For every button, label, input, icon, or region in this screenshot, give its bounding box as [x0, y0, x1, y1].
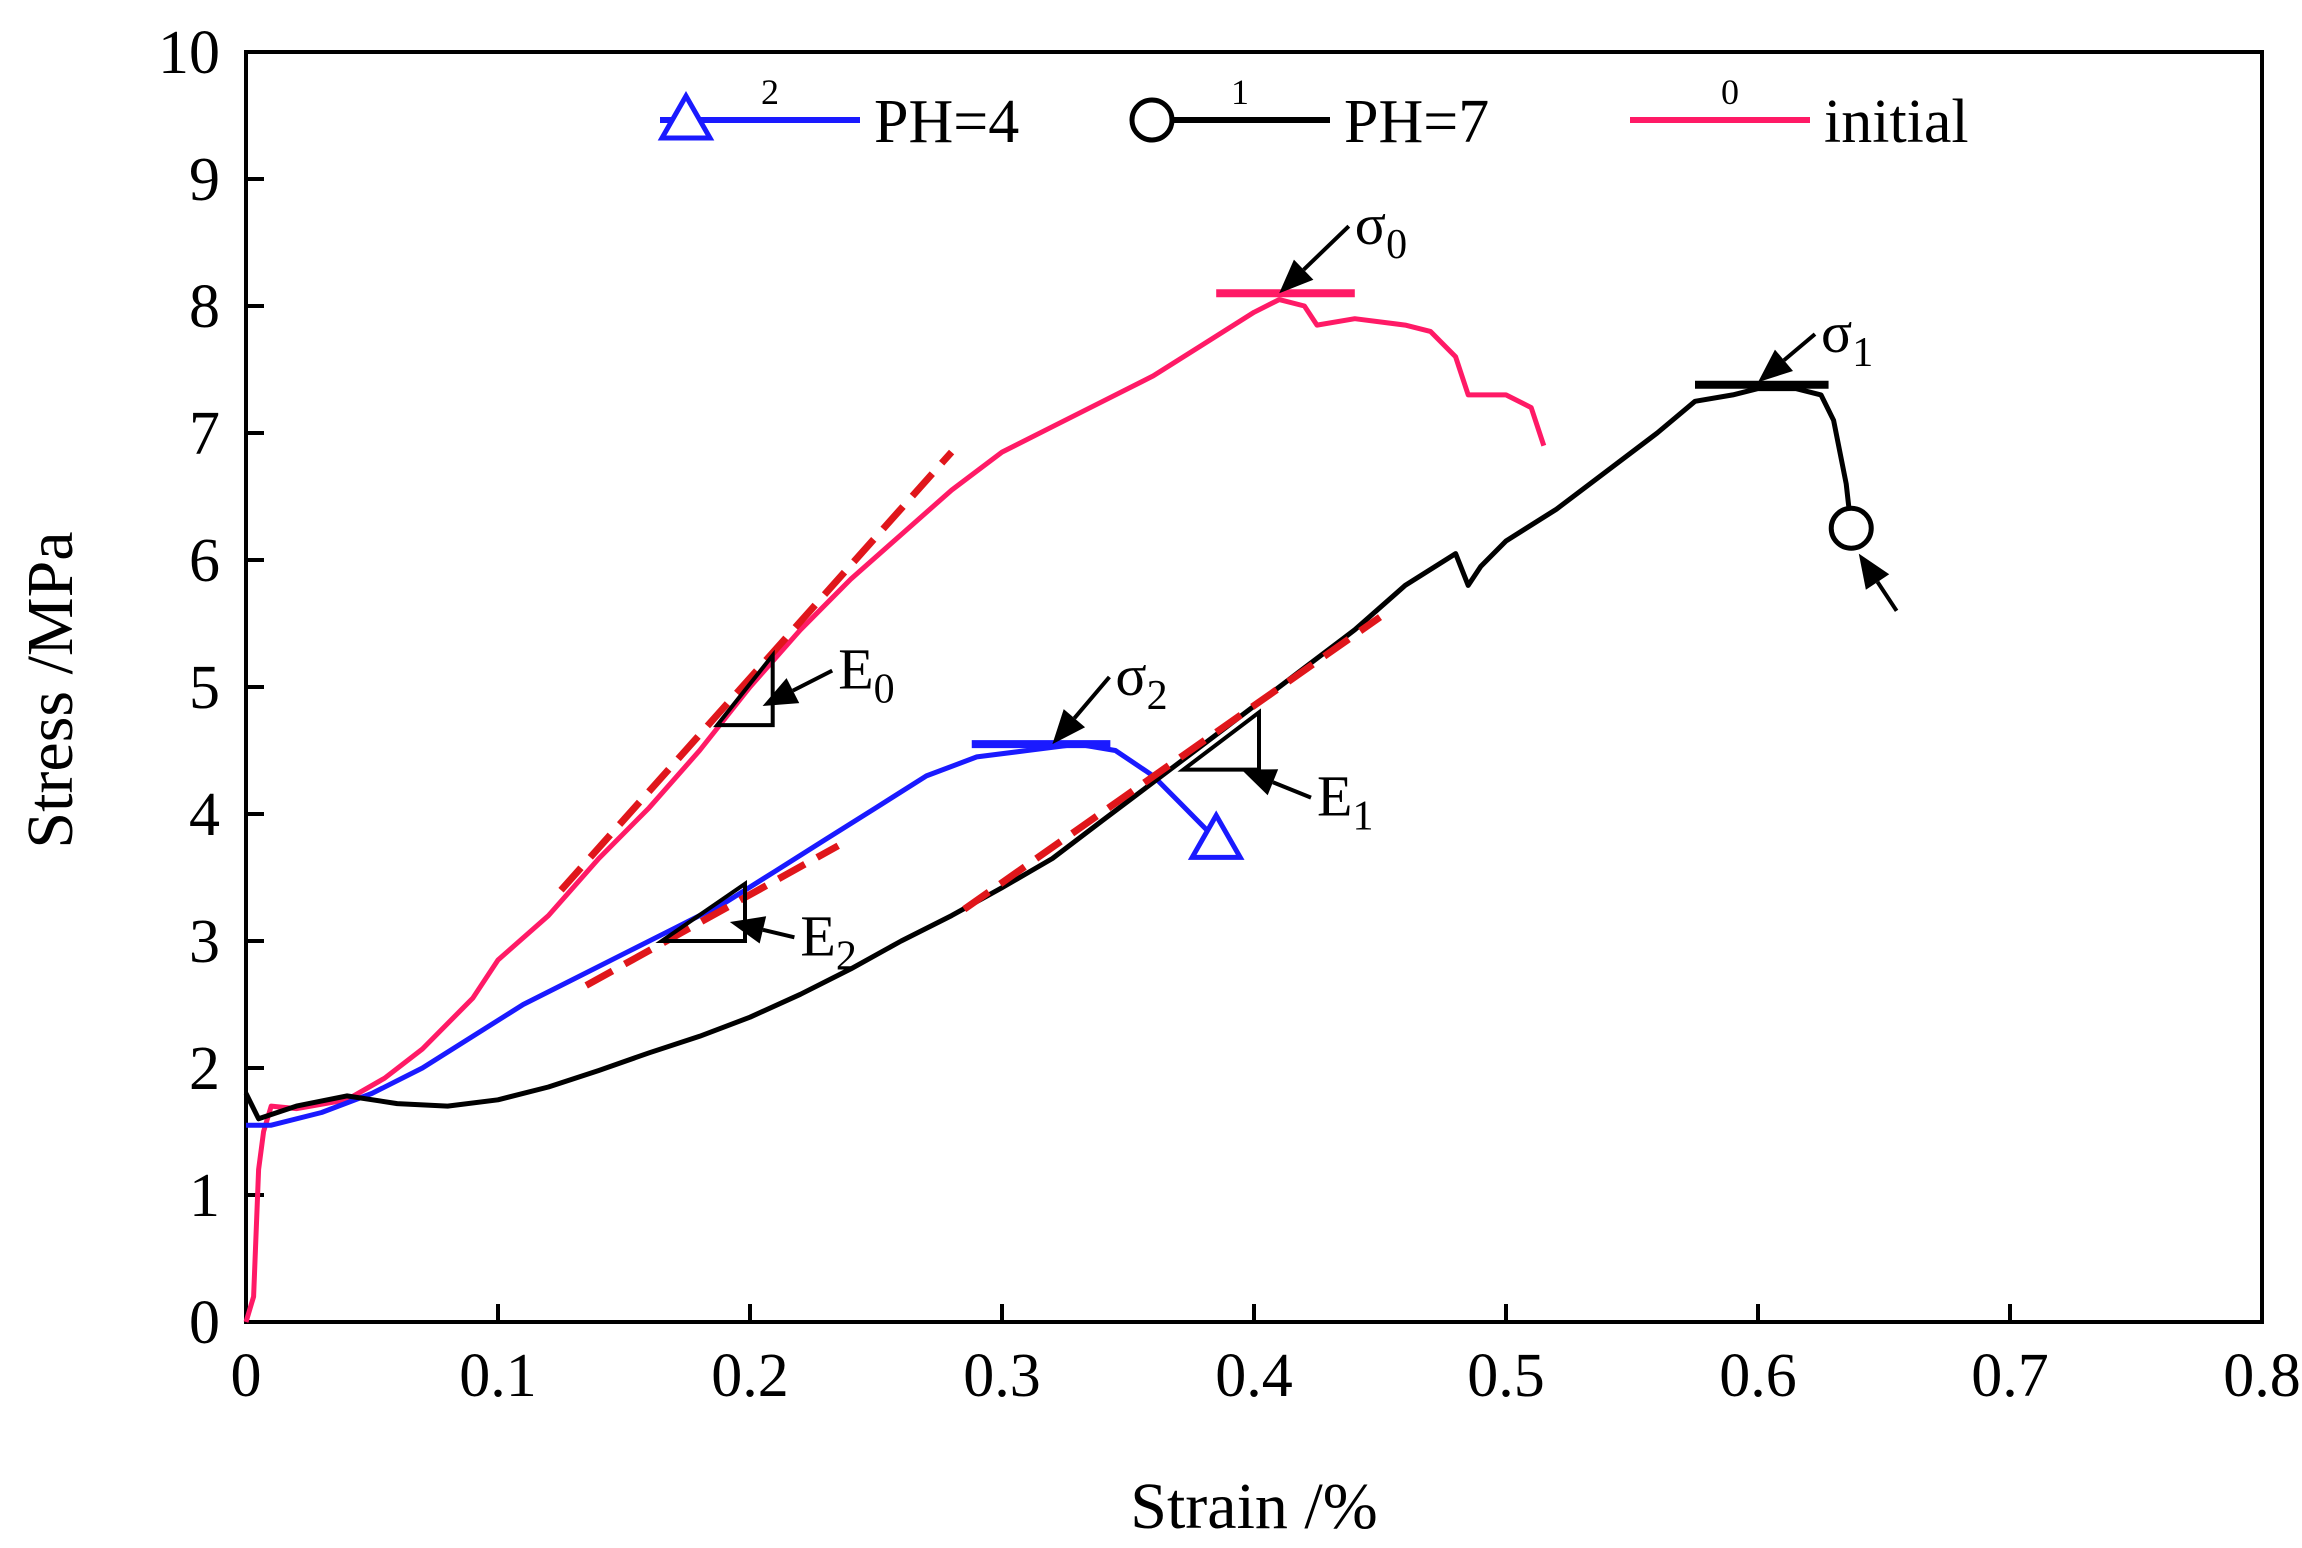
annotation-arrow — [1279, 224, 1351, 294]
series-line-ph-4 — [246, 741, 1218, 1128]
annotation-label: E2 — [800, 903, 856, 979]
fit-lines-layer — [558, 449, 1383, 989]
arrow-head — [1241, 769, 1279, 796]
legend-label: PH=7 — [1344, 88, 1489, 156]
arrow-head — [1279, 259, 1314, 294]
y-tick-label: 9 — [189, 146, 220, 214]
annotation-arrow — [1241, 769, 1312, 800]
x-axis-title: Strain /% — [1130, 1470, 1377, 1543]
fit-line — [558, 449, 955, 893]
y-tick-label: 6 — [189, 527, 220, 595]
legend-item-ph-4: 2 PH=4 — [657, 72, 1019, 156]
x-tick-label: 0.5 — [1467, 1342, 1545, 1410]
legend-circle-marker — [1129, 97, 1175, 143]
y-tick-label: 4 — [189, 781, 220, 849]
endpoint-arrow — [1858, 553, 1899, 612]
fit-line — [584, 842, 840, 989]
y-tick-label: 1 — [189, 1162, 220, 1230]
annotation-arrow — [729, 916, 795, 944]
arrow-shaft — [1782, 332, 1817, 362]
x-tick-label: 0.7 — [1971, 1342, 2049, 1410]
annotations-layer: σ0 σ1 σ2 E0 E1 E2 — [729, 192, 1899, 979]
y-tick-label: 8 — [189, 273, 220, 341]
fit-line — [962, 614, 1383, 913]
annotation-label: σ1 — [1821, 300, 1873, 376]
x-tick-label: 0.8 — [2223, 1342, 2301, 1410]
arrow-head — [1758, 349, 1794, 383]
legend-number: 1 — [1231, 72, 1249, 112]
arrow-head — [1052, 709, 1086, 745]
slope-triangles-layer — [655, 649, 1261, 943]
slope-triangle — [655, 879, 747, 943]
triangle-end-marker — [1187, 810, 1245, 860]
legend-number: 0 — [1721, 72, 1739, 112]
slope-triangle — [1177, 708, 1261, 772]
arrow-head — [762, 678, 800, 707]
x-axis-ticks: 0 0.1 0.2 0.3 0.4 0.5 0.6 0.7 0.8 — [231, 1304, 2301, 1410]
y-tick-label: 2 — [189, 1035, 220, 1103]
annotation-label: E1 — [1317, 764, 1373, 840]
x-tick-label: 0.1 — [459, 1342, 537, 1410]
arrow-shaft — [1272, 780, 1312, 800]
annotation-arrow — [1052, 675, 1111, 745]
arrow-shaft — [1875, 580, 1899, 612]
x-tick-label: 0.3 — [963, 1342, 1041, 1410]
arrow-shaft — [1072, 675, 1111, 720]
arrow-head — [1858, 553, 1890, 590]
annotation-arrow — [762, 668, 834, 707]
y-tick-label: 0 — [189, 1289, 220, 1357]
x-tick-label: 0.2 — [711, 1342, 789, 1410]
circle-end-marker — [1828, 505, 1874, 551]
end-markers-layer — [1187, 505, 1874, 860]
legend-number: 2 — [761, 72, 779, 112]
x-tick-label: 0.6 — [1719, 1342, 1797, 1410]
arrow-head — [729, 916, 767, 944]
x-tick-label: 0 — [231, 1342, 262, 1410]
legend-label: initial — [1824, 88, 1969, 156]
legend: 2 PH=4 1 PH=7 0 initial — [657, 72, 1969, 156]
y-tick-label: 5 — [189, 654, 220, 722]
annotation-label: σ2 — [1115, 643, 1167, 719]
legend-item-initial: 0 initial — [1630, 72, 1969, 156]
arrow-shaft — [762, 927, 795, 940]
annotation-label: σ0 — [1355, 192, 1407, 268]
legend-label: PH=4 — [874, 88, 1019, 156]
annotation-label: E0 — [838, 637, 894, 713]
series-layer — [243, 297, 1854, 1323]
series-line-ph-7 — [243, 386, 1854, 1122]
series-line-initial — [243, 297, 1547, 1323]
x-tick-label: 0.4 — [1215, 1342, 1293, 1410]
annotation-arrow — [1758, 332, 1817, 383]
legend-item-ph-7: 1 PH=7 — [1129, 72, 1489, 156]
y-axis-title: Stress /MPa — [14, 531, 87, 848]
slope-triangle — [713, 649, 775, 728]
y-axis-ticks: 0 1 2 3 4 5 6 7 8 9 10 — [158, 19, 264, 1357]
y-tick-label: 3 — [189, 908, 220, 976]
peak-lines-layer — [971, 289, 1829, 749]
arrow-shaft — [1302, 224, 1351, 272]
y-tick-label: 10 — [158, 19, 220, 87]
y-tick-label: 7 — [189, 400, 220, 468]
legend-triangle-marker — [657, 90, 715, 141]
arrow-shaft — [791, 668, 834, 693]
